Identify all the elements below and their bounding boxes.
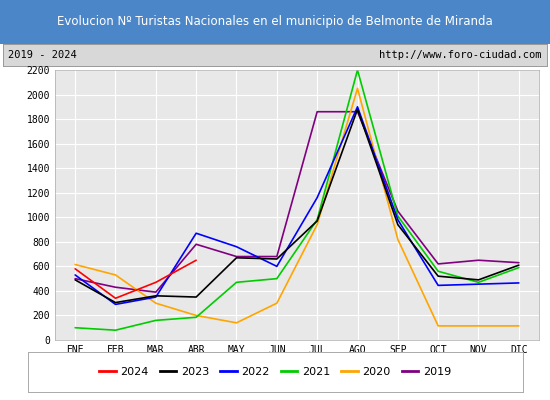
Legend: 2024, 2023, 2022, 2021, 2020, 2019: 2024, 2023, 2022, 2021, 2020, 2019 — [95, 362, 455, 382]
Text: 2019 - 2024: 2019 - 2024 — [8, 50, 77, 60]
Text: Evolucion Nº Turistas Nacionales en el municipio de Belmonte de Miranda: Evolucion Nº Turistas Nacionales en el m… — [57, 16, 493, 28]
Text: http://www.foro-ciudad.com: http://www.foro-ciudad.com — [379, 50, 542, 60]
